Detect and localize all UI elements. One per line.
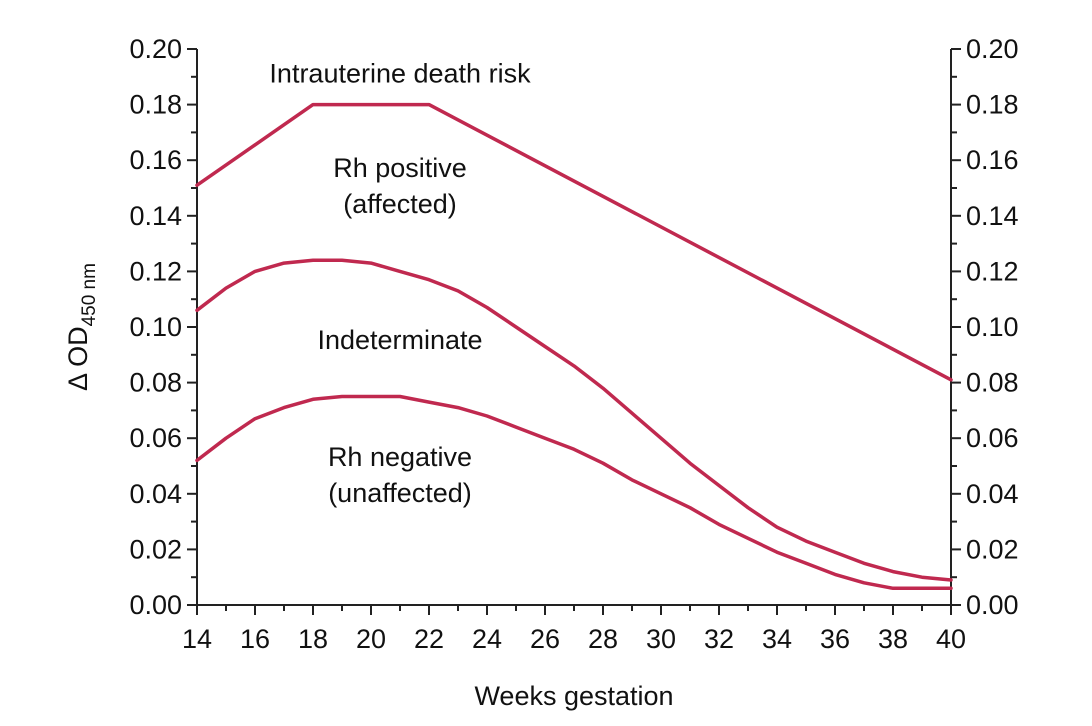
chart-annotations: Intrauterine death risk Rh positive (affec… (269, 58, 531, 508)
y-right-tick-label: 0.02 (966, 534, 1019, 564)
series-line-1 (195, 102, 953, 382)
x-tick-label: 26 (530, 624, 560, 654)
region-annotation: Intrauterine death risk (269, 58, 531, 88)
y-tick-label: 0.02 (129, 534, 182, 564)
chart-series (195, 102, 953, 591)
x-tick-label: 22 (414, 624, 444, 654)
y-axis-title: Δ OD450 nm (63, 263, 100, 391)
y-right-tick-label: 0.10 (966, 312, 1019, 342)
region-annotation: (unaffected) (328, 478, 472, 508)
x-tick-label: 40 (936, 624, 966, 654)
series-line-3 (195, 394, 953, 591)
x-tick-label: 14 (182, 624, 212, 654)
y-tick-label: 0.06 (129, 423, 182, 453)
y-right-tick-label: 0.16 (966, 145, 1019, 175)
y-right-tick-label: 0.06 (966, 423, 1019, 453)
x-tick-label: 34 (762, 624, 792, 654)
y-right-tick-label: 0.14 (966, 201, 1019, 231)
y-right-tick-label: 0.18 (966, 90, 1019, 120)
y-right-tick-label: 0.12 (966, 256, 1019, 286)
region-annotation: Rh negative (328, 442, 472, 472)
x-axis-title: Weeks gestation (474, 681, 673, 711)
x-tick-label: 36 (820, 624, 850, 654)
x-tick-label: 38 (878, 624, 908, 654)
y-tick-label: 0.08 (129, 368, 182, 398)
y-tick-label: 0.16 (129, 145, 182, 175)
x-tick-label: 24 (472, 624, 502, 654)
x-tick-label: 32 (704, 624, 734, 654)
y-right-tick-label: 0.00 (966, 590, 1019, 620)
region-annotation: Rh positive (333, 153, 467, 183)
x-tick-label: 30 (646, 624, 676, 654)
x-tick-label: 28 (588, 624, 618, 654)
region-annotation: Indeterminate (317, 325, 482, 355)
y-right-tick-label: 0.08 (966, 368, 1019, 398)
y-tick-label: 0.00 (129, 590, 182, 620)
y-axis-title-main: Δ OD (63, 326, 93, 391)
y-tick-label: 0.20 (129, 34, 182, 64)
series-line-2 (195, 258, 953, 582)
y-tick-label: 0.04 (129, 479, 182, 509)
y-tick-label: 0.12 (129, 256, 182, 286)
y-axis-title-subscript: 450 nm (79, 263, 100, 326)
y-right-tick-label: 0.04 (966, 479, 1019, 509)
x-tick-label: 16 (240, 624, 270, 654)
y-tick-label: 0.10 (129, 312, 182, 342)
x-tick-label: 18 (298, 624, 328, 654)
chart-axes: 0.00 0.00 0.02 0.02 0.04 0.04 0.06 0.06 0.08 0.08… (129, 34, 1018, 654)
y-tick-label: 0.14 (129, 201, 182, 231)
y-right-tick-label: 0.20 (966, 34, 1019, 64)
region-annotation: (affected) (343, 189, 457, 219)
y-tick-label: 0.18 (129, 90, 182, 120)
x-tick-label: 20 (356, 624, 386, 654)
